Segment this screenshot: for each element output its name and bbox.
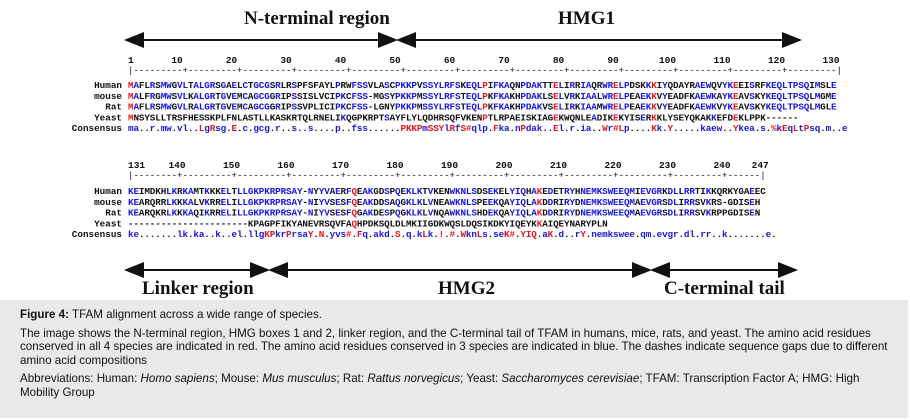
consensus-sequence: ke.......lk.ka..k..el.llgKPkrPrsaY.N.yvs… <box>128 229 777 240</box>
region-label-n-terminal: N-terminal region <box>244 8 390 29</box>
region-label-c-terminal: C-terminal tail <box>664 278 785 299</box>
species-mouse: Mus musculus <box>262 372 337 385</box>
alignment-block-2: 131 140 150 160 170 180 190 200 210 220 230 240 247|… <box>72 160 777 240</box>
consensus-sequence: ma..r.mw.vl..LgRsg.E.c.gcg.r..s..s....p.… <box>128 123 848 134</box>
ruler-tick-label: 240 <box>713 160 730 171</box>
abbrev-suffix: ; TFAM: Transcription Factor A; HMG: Hig… <box>20 372 860 399</box>
caption-description: The image shows the N-terminal region, H… <box>20 326 888 367</box>
ruler-tick-label: 50 <box>389 55 401 66</box>
species-sequence: KEIMDKHLKRKAMTKKKELTLLGKPKRPRSAY-NYYVAER… <box>128 186 766 197</box>
species-label: Human <box>94 186 122 197</box>
ruler-tick-label: 1 <box>128 55 134 66</box>
species-human: Homo sapiens <box>140 372 215 385</box>
ruler-tick-label: 110 <box>713 55 730 66</box>
caption-abbreviations: Abbreviations: Human: Homo sapiens; Mous… <box>20 372 898 399</box>
species-rat: Rattus norvegicus <box>367 372 461 385</box>
region-label-hmg2: HMG2 <box>438 278 495 299</box>
ruler-tick-label: 60 <box>444 55 456 66</box>
alignment-svg: 1 10 20 30 40 50 60 70 80 90 100 110 120 130|--------… <box>72 32 848 278</box>
ruler-tick-label: 247 <box>752 160 769 171</box>
abbrev-rat-prefix: ; Rat: <box>336 372 368 385</box>
ruler-tick-label: 90 <box>607 55 619 66</box>
ruler-tick-label: 20 <box>226 55 238 66</box>
ruler-tick-label: 10 <box>171 55 183 66</box>
ruler-tick-label: 210 <box>550 160 567 171</box>
ruler-tick-label: 120 <box>768 55 785 66</box>
alignment-figure: N-terminal region HMG1 Linker region HMG… <box>71 8 848 299</box>
ruler-tick-label: 140 <box>168 160 185 171</box>
species-label: Human <box>94 80 122 91</box>
species-label: Rat <box>105 208 122 219</box>
abbrev-mouse-prefix: ; Mouse: <box>214 372 263 385</box>
species-label: Consensus <box>72 229 123 240</box>
ruler-tick-label: 100 <box>659 55 676 66</box>
species-sequence: MAFLRSMWGVLRALGRTGVEMCAGCGGRIPSSVPLICIPK… <box>128 102 837 113</box>
species-label: Yeast <box>94 218 122 229</box>
species-sequence: MAFLRSMWGVLTALGRSGAELCTGCGSRLRSPFSFAYLPR… <box>128 80 837 91</box>
species-sequence: KEARQKRLKKKAQIKRRELILLGKPKRPRSAY-NIYVSES… <box>128 208 760 219</box>
abbrev-yeast-prefix: ; Yeast: <box>460 372 502 385</box>
region-label-linker: Linker region <box>142 278 254 299</box>
ruler-tick-label: 150 <box>223 160 240 171</box>
species-label: Yeast <box>94 112 122 123</box>
ruler-tick-label: 170 <box>332 160 349 171</box>
abbrev-prefix: Abbreviations: Human: <box>20 372 141 385</box>
ruler-tick-label: 190 <box>441 160 458 171</box>
ruler-line: |--------+---------+---------+---------+… <box>128 170 766 181</box>
species-sequence: MNSYSLLTRSFHESSKPLFNLASTLLKASKRTQLRNELIK… <box>128 112 798 123</box>
ruler-tick-label: 130 <box>822 55 839 66</box>
ruler-tick-label: 200 <box>495 160 512 171</box>
ruler-line: |---------+---------+---------+---------… <box>128 65 842 76</box>
ruler-tick-label: 160 <box>277 160 294 171</box>
species-label: mouse <box>94 91 122 102</box>
ruler-tick-label: 230 <box>659 160 676 171</box>
ruler-tick-label: 220 <box>604 160 621 171</box>
alignment-block-1: 1 10 20 30 40 50 60 70 80 90 100 110 120 130|--------… <box>72 55 848 134</box>
caption-title-line: Figure 4: TFAM alignment across a wide r… <box>20 308 898 322</box>
ruler-tick-label: 180 <box>386 160 403 171</box>
species-label: Consensus <box>72 123 123 134</box>
region-label-hmg1: HMG1 <box>558 8 615 29</box>
species-label: Rat <box>105 102 122 113</box>
species-sequence: ----------------------KPAGPFIKYANEVRSQVF… <box>128 218 608 229</box>
ruler-tick-label: 131 <box>128 160 145 171</box>
species-sequence: MALFRGMWSVLKALGRTGVEMCAGCGGRIPSSISLVCIPK… <box>128 91 837 102</box>
figure-label: Figure 4: <box>20 308 69 321</box>
ruler-tick-label: 30 <box>280 55 292 66</box>
ruler-tick-label: 40 <box>335 55 347 66</box>
figure-title: TFAM alignment across a wide range of sp… <box>71 308 323 321</box>
species-yeast: Saccharomyces cerevisiae <box>501 372 640 385</box>
ruler-tick-label: 70 <box>498 55 510 66</box>
species-label: mouse <box>94 197 122 208</box>
figure-caption: Figure 4: TFAM alignment across a wide r… <box>0 300 908 418</box>
species-sequence: KEARQRRLKKKALVKRRELILLGKPKRPRSAY-NIYVSES… <box>128 197 760 208</box>
ruler-tick-label: 80 <box>553 55 565 66</box>
